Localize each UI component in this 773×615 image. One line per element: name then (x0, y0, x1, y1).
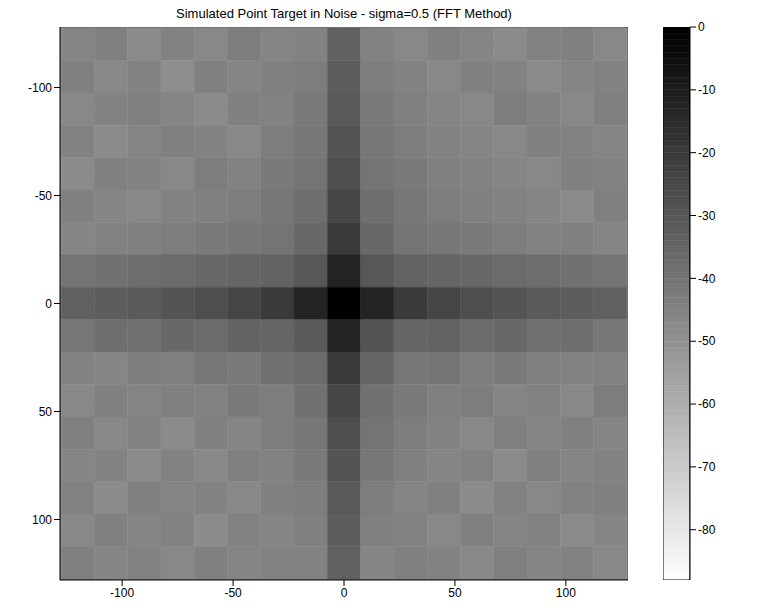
svg-text:50: 50 (448, 586, 462, 600)
svg-text:-40: -40 (698, 272, 716, 286)
svg-text:100: 100 (32, 513, 52, 527)
svg-text:0: 0 (341, 586, 348, 600)
svg-text:-100: -100 (110, 586, 134, 600)
svg-text:-70: -70 (698, 460, 716, 474)
svg-text:-50: -50 (35, 189, 53, 203)
html-text:Simulated Point Target in Nois: Simulated Point Target in Noise - sigma=… (176, 6, 512, 21)
svg-text:-60: -60 (698, 397, 716, 411)
svg-text:-20: -20 (698, 146, 716, 160)
svg-text:0: 0 (698, 20, 705, 34)
svg-text:-10: -10 (698, 83, 716, 97)
svg-text:-80: -80 (698, 523, 716, 537)
svg-text:50: 50 (39, 405, 53, 419)
svg-text:100: 100 (556, 586, 576, 600)
svg-text:-100: -100 (28, 81, 52, 95)
svg-text:-30: -30 (698, 209, 716, 223)
svg-text:-50: -50 (698, 334, 716, 348)
svg-text:-50: -50 (224, 586, 242, 600)
svg-text:0: 0 (45, 297, 52, 311)
